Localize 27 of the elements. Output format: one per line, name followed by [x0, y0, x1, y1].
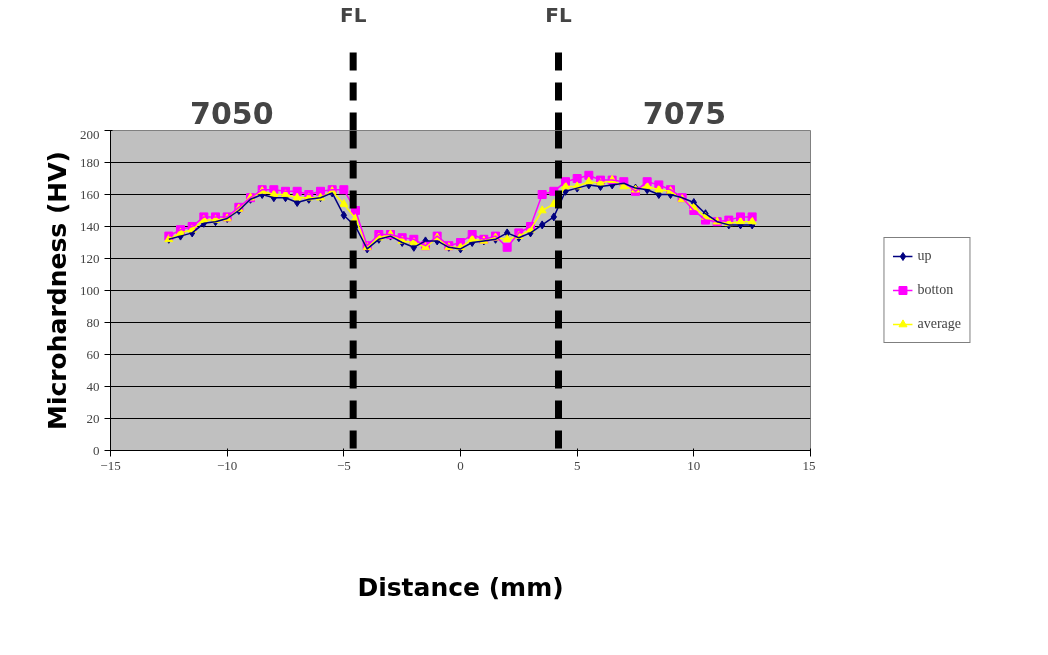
x-axis-title: Distance (mm) [357, 572, 564, 602]
y-tick-label: 120 [80, 250, 100, 266]
y-tick-label: 80 [86, 314, 100, 330]
y-tick-label: 0 [93, 442, 100, 458]
annotation: 7075 [642, 96, 727, 131]
ref-line-label: FL [339, 2, 367, 27]
x-tick-label: −15 [100, 457, 121, 473]
x-tick-label: 0 [457, 457, 464, 473]
y-tick-label: 200 [80, 126, 100, 142]
annotation: 7050 [190, 96, 274, 131]
x-tick-label: −10 [217, 457, 238, 473]
y-tick-label: 20 [86, 410, 100, 426]
ref-line-label: FL [545, 2, 572, 27]
y-axis-title: Microhardness (HV) [43, 150, 72, 430]
legend-label: botton [917, 282, 954, 298]
x-tick-label: 15 [802, 457, 816, 473]
y-tick-label: 100 [80, 282, 100, 298]
legend-label: average [917, 316, 961, 332]
y-tick-label: 180 [80, 154, 100, 170]
x-tick-label: 5 [573, 457, 581, 473]
y-tick-label: 60 [86, 346, 100, 362]
x-tick-label: −5 [336, 457, 351, 473]
legend-label: up [917, 248, 933, 264]
y-tick-label: 160 [80, 186, 100, 202]
y-tick-label: 40 [86, 378, 100, 394]
x-tick-label: 10 [687, 457, 701, 473]
y-tick-label: 140 [80, 218, 100, 234]
